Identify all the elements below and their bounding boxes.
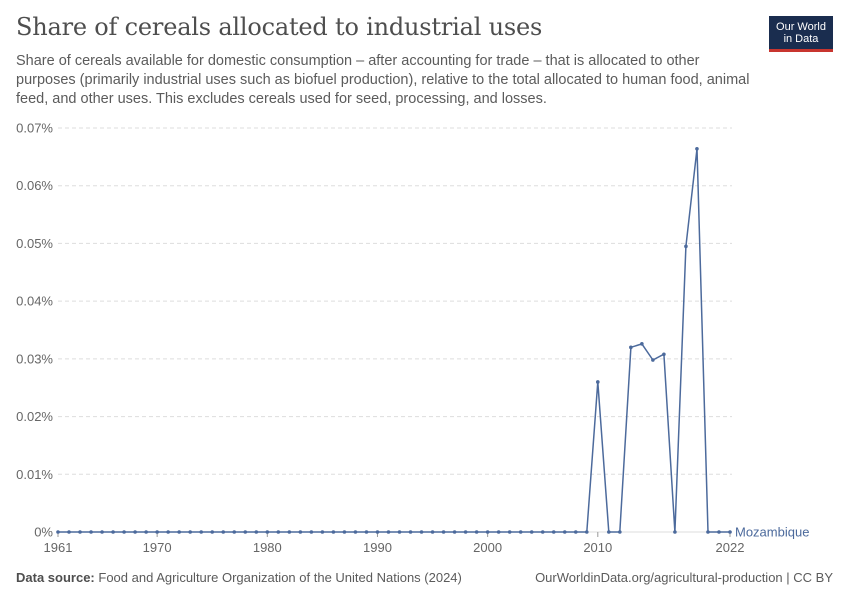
data-point — [67, 530, 71, 534]
data-point — [507, 530, 512, 534]
series-label: Mozambique — [735, 525, 809, 540]
y-tick-label: 0% — [34, 525, 53, 540]
data-point — [276, 530, 281, 534]
data-point — [441, 530, 446, 534]
data-point — [518, 530, 523, 534]
data-point — [430, 530, 435, 534]
data-point — [353, 530, 358, 534]
data-point — [254, 530, 259, 534]
data-point — [485, 530, 490, 534]
data-point — [695, 146, 699, 151]
data-point — [706, 530, 710, 534]
data-point — [496, 530, 501, 534]
data-point — [728, 530, 732, 534]
data-point — [243, 530, 248, 534]
data-point — [210, 530, 215, 534]
data-point — [56, 530, 60, 534]
data-point — [573, 530, 578, 534]
data-point — [618, 530, 622, 534]
logo-line-2: in Data — [783, 33, 819, 45]
data-point — [408, 530, 413, 534]
y-tick-label: 0.05% — [16, 236, 53, 251]
data-point — [309, 530, 314, 534]
data-point — [419, 530, 424, 534]
data-point — [199, 530, 204, 534]
data-point — [364, 530, 369, 534]
y-tick-label: 0.03% — [16, 351, 53, 366]
chart-title: Share of cereals allocated to industrial… — [16, 13, 543, 41]
data-point — [551, 530, 556, 534]
data-point — [562, 530, 567, 534]
data-point — [584, 530, 589, 534]
data-source: Data source: Food and Agriculture Organi… — [16, 570, 462, 585]
data-point — [463, 530, 468, 534]
data-point — [607, 530, 611, 534]
logo-line-1: Our World — [776, 21, 826, 33]
data-point — [122, 530, 126, 534]
x-tick-label: 1990 — [363, 540, 392, 555]
data-point — [629, 345, 633, 350]
y-tick-label: 0.07% — [16, 121, 53, 136]
data-point — [540, 530, 545, 534]
data-point — [651, 358, 655, 362]
data-point — [265, 530, 270, 534]
data-point — [640, 342, 644, 346]
data-point — [342, 530, 347, 534]
data-point — [221, 530, 226, 534]
y-tick-label: 0.02% — [16, 409, 53, 424]
x-tick-label: 1970 — [143, 540, 172, 555]
footer-link[interactable]: OurWorldinData.org/agricultural-producti… — [535, 570, 833, 585]
data-point — [375, 530, 380, 534]
data-point — [529, 530, 534, 534]
data-point — [78, 530, 82, 534]
data-source-label: Data source: — [16, 570, 95, 585]
data-point — [717, 530, 721, 534]
data-point — [155, 530, 159, 534]
series-line — [58, 148, 730, 533]
data-point — [111, 530, 115, 534]
x-tick-label: 2022 — [716, 540, 745, 555]
y-tick-label: 0.01% — [16, 467, 53, 482]
x-tick-label: 1980 — [253, 540, 282, 555]
data-source-text: Food and Agriculture Organization of the… — [98, 570, 462, 585]
data-point — [386, 530, 391, 534]
data-point — [320, 530, 325, 534]
data-point — [684, 244, 688, 249]
data-point — [452, 530, 457, 534]
chart-subtitle: Share of cereals available for domestic … — [16, 53, 750, 107]
data-point — [166, 530, 170, 534]
data-point — [662, 352, 666, 357]
y-tick-label: 0.04% — [16, 294, 53, 309]
data-point — [331, 530, 336, 534]
data-point — [397, 530, 402, 534]
data-point — [133, 530, 137, 534]
data-point — [596, 380, 600, 384]
data-point — [177, 530, 181, 534]
data-point — [144, 530, 148, 534]
data-point — [188, 530, 192, 534]
owid-logo[interactable]: Our World in Data — [769, 16, 833, 52]
data-point — [298, 530, 303, 534]
data-point — [232, 530, 237, 534]
x-tick-label: 1961 — [44, 540, 73, 555]
data-point — [474, 530, 479, 534]
data-point — [100, 530, 104, 534]
data-point — [287, 530, 292, 534]
data-point — [89, 530, 93, 534]
x-tick-label: 2000 — [473, 540, 502, 555]
y-tick-label: 0.06% — [16, 178, 53, 193]
x-tick-label: 2010 — [583, 540, 612, 555]
data-point — [673, 530, 677, 534]
